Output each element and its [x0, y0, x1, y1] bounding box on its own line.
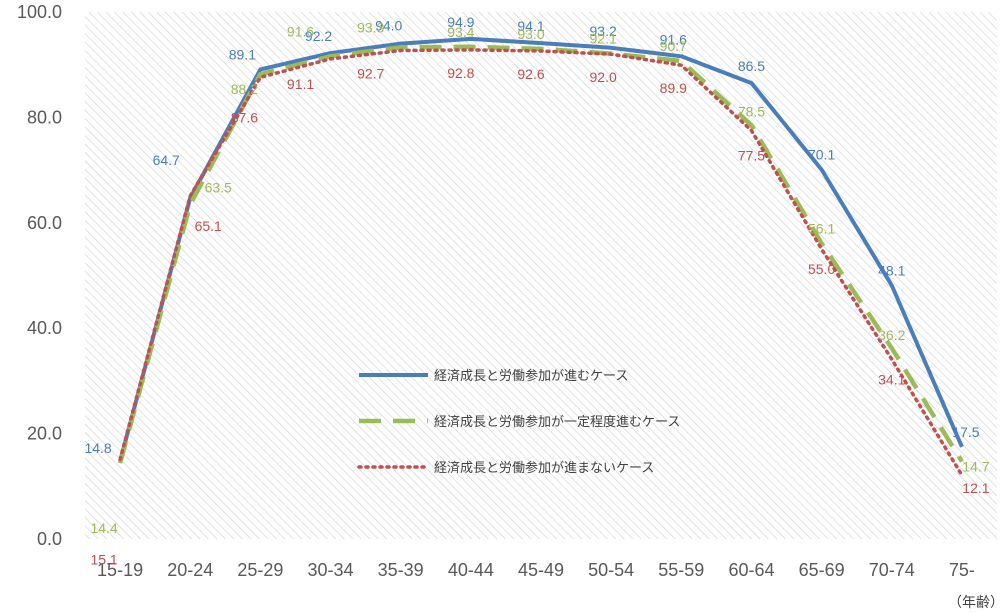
- data-label: 93.4: [447, 24, 474, 40]
- data-label: 94.9: [447, 14, 474, 30]
- legend-label: 経済成長と労働参加が進まないケース: [434, 460, 654, 476]
- x-tick-label: 60-64: [728, 560, 774, 580]
- data-label: 93.2: [590, 23, 617, 39]
- x-unit-label: （年齢）: [948, 595, 1004, 611]
- data-label: 94.0: [375, 18, 402, 34]
- y-tick-label: 40.0: [27, 318, 62, 338]
- data-label: 14.8: [84, 440, 111, 456]
- data-label: 12.1: [962, 480, 989, 496]
- x-tick-label: 15-19: [97, 560, 143, 580]
- x-tick-label: 55-59: [658, 560, 704, 580]
- data-label: 86.5: [738, 58, 765, 74]
- data-label: 88.2: [231, 81, 258, 97]
- data-label: 55.0: [808, 261, 835, 277]
- x-tick-label: 65-69: [799, 560, 845, 580]
- data-label: 48.1: [878, 263, 905, 279]
- data-label: 91.1: [287, 76, 314, 92]
- data-label: 92.1: [590, 31, 617, 47]
- data-label: 77.5: [738, 148, 765, 164]
- data-label: 14.7: [962, 459, 989, 475]
- x-tick-label: 35-39: [378, 560, 424, 580]
- data-label: 17.5: [952, 424, 979, 440]
- legend-label: 経済成長と労働参加が一定程度進むケース: [434, 414, 680, 430]
- data-label: 56.1: [808, 220, 835, 236]
- data-label: 63.5: [205, 179, 232, 195]
- data-label: 93.0: [517, 26, 544, 42]
- data-label: 92.6: [517, 66, 544, 82]
- series-line-solid: [118, 36, 964, 462]
- legend: 経済成長と労働参加が進むケース経済成長と労働参加が一定程度進むケース経済成長と労…: [357, 368, 680, 476]
- data-label: 91.6: [660, 31, 687, 47]
- data-label: 87.6: [231, 109, 258, 125]
- data-label: 15.1: [90, 551, 117, 567]
- plot-area: [85, 12, 997, 539]
- data-label: 92.2: [305, 28, 332, 44]
- y-axis: 0.0 20.0 40.0 60.0 80.0 100.0: [17, 2, 62, 549]
- x-tick-label: 20-24: [167, 560, 213, 580]
- x-tick-label: 75-: [949, 560, 975, 580]
- y-tick-label: 80.0: [27, 107, 62, 127]
- series-lines: [117, 36, 964, 477]
- data-label: 94.1: [517, 18, 544, 34]
- data-label: 91.6: [287, 23, 314, 39]
- y-tick-label: 20.0: [27, 424, 62, 444]
- x-tick-label: 40-44: [448, 560, 494, 580]
- data-label: 36.2: [878, 327, 905, 343]
- data-label: 70.1: [808, 147, 835, 163]
- data-label: 89.1: [229, 46, 256, 62]
- data-label: 64.7: [153, 152, 180, 168]
- series-line-dotted: [118, 48, 964, 477]
- x-tick-label: 70-74: [869, 560, 915, 580]
- data-label: 78.5: [738, 103, 765, 119]
- x-tick-label: 50-54: [588, 560, 634, 580]
- data-label: 34.1: [878, 371, 905, 387]
- data-label: 14.4: [90, 520, 117, 536]
- legend-label: 経済成長と労働参加が進むケース: [434, 368, 628, 384]
- y-tick-label: 100.0: [17, 2, 62, 22]
- x-axis: 15-19 20-24 25-29 30-34 35-39 40-44 45-49 50-54…: [97, 560, 975, 580]
- series-line-dashed: [117, 44, 964, 464]
- data-label: 93.3: [357, 19, 384, 35]
- x-tick-label: 45-49: [518, 560, 564, 580]
- y-tick-label: 0.0: [37, 529, 62, 549]
- data-label: 92.7: [357, 65, 384, 81]
- data-labels: 14.8 64.7 89.1 92.2 94.0 94.9 94.1 93.2 91.6 86.5…: [84, 14, 989, 568]
- y-tick-label: 60.0: [27, 213, 62, 233]
- data-label: 65.1: [195, 218, 222, 234]
- data-label: 92.0: [590, 69, 617, 85]
- x-tick-label: 25-29: [237, 560, 283, 580]
- x-tick-label: 30-34: [308, 560, 354, 580]
- data-label: 89.9: [660, 80, 687, 96]
- data-label: 90.7: [660, 38, 687, 54]
- data-label: 92.8: [447, 65, 474, 81]
